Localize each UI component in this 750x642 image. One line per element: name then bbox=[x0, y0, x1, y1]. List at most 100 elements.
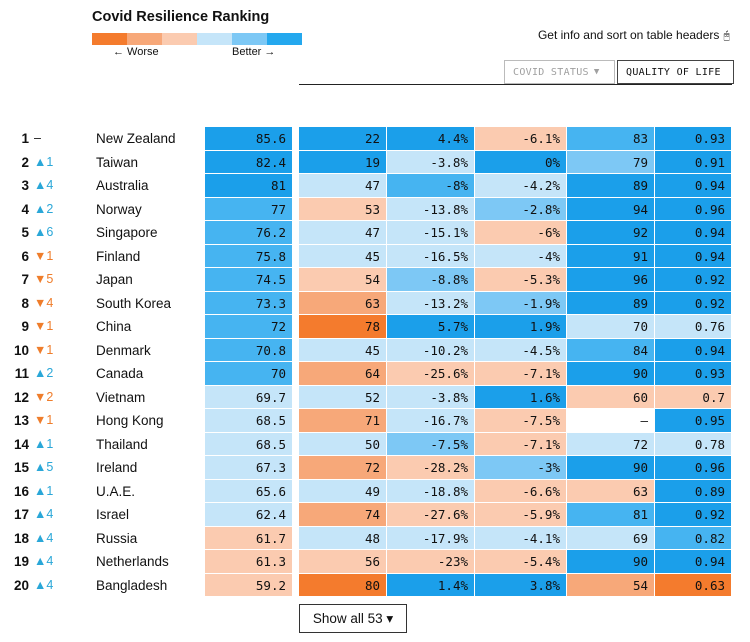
show-all-button[interactable]: Show all 53 ▾ bbox=[299, 604, 407, 633]
rank-number: 8 bbox=[21, 295, 29, 311]
rank-change: ▼5 bbox=[34, 272, 54, 286]
rank-number: 7 bbox=[21, 272, 29, 287]
table-cell: 0.94 bbox=[655, 550, 732, 574]
table-row: 1– New Zealand 85.6 22 4.4% -6.1% 83 0.93 bbox=[0, 127, 750, 151]
table-cell: 96 bbox=[567, 268, 655, 292]
rank-change: ▼1 bbox=[34, 248, 54, 263]
table-cell: -28.2% bbox=[387, 456, 475, 480]
table-cell: 74 bbox=[299, 503, 387, 527]
table-cell: 68.5 bbox=[205, 409, 293, 433]
table-cell: 54 bbox=[299, 268, 387, 292]
table-cell: -23% bbox=[387, 550, 475, 574]
table-cell: 64 bbox=[299, 362, 387, 386]
legend-worse-label: ← Worse bbox=[113, 46, 159, 58]
table-cell: -2.8% bbox=[475, 197, 567, 221]
table-cell: 78 bbox=[299, 315, 387, 339]
table-cell: -1.9% bbox=[475, 291, 567, 315]
country-name: Hong Kong bbox=[96, 413, 164, 428]
rank-change: – bbox=[34, 131, 41, 145]
rank-change: ▲6 bbox=[34, 225, 54, 239]
table-cell: 63 bbox=[567, 479, 655, 503]
country-name: Vietnam bbox=[96, 389, 146, 405]
table-cell: 1.4% bbox=[387, 573, 475, 597]
table-cell: 0.94 bbox=[655, 221, 732, 245]
table-cell: 0.96 bbox=[655, 197, 732, 221]
country-name: Netherlands bbox=[96, 554, 169, 569]
table-cell: 82.4 bbox=[205, 150, 293, 174]
rank-change: ▲1 bbox=[34, 436, 54, 451]
rank-change: ▼4 bbox=[34, 295, 54, 310]
rank-change: ▲4 bbox=[34, 577, 54, 592]
legend-better-label: Better → bbox=[232, 46, 276, 58]
table-cell: 92 bbox=[567, 221, 655, 245]
table-cell: 4.4% bbox=[387, 127, 475, 151]
country-name: U.A.E. bbox=[96, 483, 136, 499]
table-cell: -27.6% bbox=[387, 503, 475, 527]
table-cell: 0.7 bbox=[655, 385, 732, 409]
table-cell: 63 bbox=[299, 291, 387, 315]
country-name: New Zealand bbox=[96, 131, 176, 146]
country-name: Taiwan bbox=[96, 154, 139, 170]
table-cell: -5.9% bbox=[475, 503, 567, 527]
table-cell: 84 bbox=[567, 338, 655, 362]
table-cell: -13.8% bbox=[387, 197, 475, 221]
country-name: Bangladesh bbox=[96, 577, 168, 593]
country-name: Singapore bbox=[96, 225, 158, 240]
table-cell: -7.1% bbox=[475, 432, 567, 456]
table-row: 11 ▲2 Canada 70 64 -25.6% -7.1% 90 0.93 bbox=[0, 362, 750, 386]
table-row: 17 ▲4 Israel 62.4 74 -27.6% -5.9% 81 0.92 bbox=[0, 503, 750, 527]
rank-change: ▲5 bbox=[34, 460, 54, 474]
table-cell: 47 bbox=[299, 174, 387, 198]
tab-quality-of-life[interactable]: QUALITY OF LIFE bbox=[617, 60, 734, 84]
sort-info-text: Get info and sort on table headers bbox=[537, 28, 720, 42]
legend-swatch bbox=[267, 33, 302, 45]
table-cell: 83 bbox=[567, 127, 655, 151]
table-cell: 81 bbox=[567, 503, 655, 527]
rank-number: 17 bbox=[13, 507, 29, 522]
table-cell: 90 bbox=[567, 362, 655, 386]
table-cell: 73.3 bbox=[205, 291, 293, 315]
table-cell: 62.4 bbox=[205, 503, 293, 527]
table-cell: 72 bbox=[567, 432, 655, 456]
table-row: 19 ▲4 Netherlands 61.3 56 -23% -5.4% 90 0.94 bbox=[0, 550, 750, 574]
table-cell: 69 bbox=[567, 526, 655, 550]
tab-covid-status[interactable]: COVID STATUS ▼ bbox=[504, 60, 615, 84]
table-cell: -4% bbox=[475, 244, 567, 268]
table-row: 7 ▼5 Japan 74.5 54 -8.8% -5.3% 96 0.92 bbox=[0, 268, 750, 292]
rank-number: 11 bbox=[14, 366, 29, 381]
table-cell: -7.5% bbox=[475, 409, 567, 433]
table-cell: 47 bbox=[299, 221, 387, 245]
rank-number: 6 bbox=[21, 248, 29, 264]
rank-number: 12 bbox=[13, 389, 29, 405]
rank-number: 18 bbox=[13, 530, 29, 546]
table-row: 2 ▲1 Taiwan 82.4 19 -3.8% 0% 79 0.91 bbox=[0, 150, 750, 174]
rank-change: ▲4 bbox=[34, 530, 54, 545]
table-cell: 0.92 bbox=[655, 291, 732, 315]
rank-change: ▲4 bbox=[34, 507, 54, 521]
country-name: China bbox=[96, 319, 132, 334]
table-cell: 0% bbox=[475, 150, 567, 174]
rank-change: ▲2 bbox=[34, 366, 54, 380]
country-name: Denmark bbox=[96, 342, 151, 358]
table-cell: 61.3 bbox=[205, 550, 293, 574]
view-tabs: COVID STATUS ▼ QUALITY OF LIFE bbox=[504, 60, 734, 84]
table-cell: 5.7% bbox=[387, 315, 475, 339]
rank-change: ▼1 bbox=[34, 342, 54, 357]
table-cell: 0.94 bbox=[655, 174, 732, 198]
table-cell: 45 bbox=[299, 244, 387, 268]
rank-change: ▲2 bbox=[34, 201, 54, 216]
rank-change: ▼1 bbox=[34, 413, 54, 427]
table-cell: -18.8% bbox=[387, 479, 475, 503]
rank-number: 16 bbox=[13, 483, 29, 499]
table-row: 14 ▲1 Thailand 68.5 50 -7.5% -7.1% 72 0.78 bbox=[0, 432, 750, 456]
table-cell: -3.8% bbox=[387, 385, 475, 409]
legend-swatch bbox=[232, 33, 267, 45]
table-cell: 0.93 bbox=[655, 362, 732, 386]
table-cell: 0.78 bbox=[655, 432, 732, 456]
table-cell: -6.1% bbox=[475, 127, 567, 151]
header-divider bbox=[299, 84, 732, 85]
table-cell: -7.1% bbox=[475, 362, 567, 386]
legend-swatch bbox=[92, 33, 127, 45]
table-cell: -5.3% bbox=[475, 268, 567, 292]
caret-down-icon: ▾ bbox=[386, 610, 394, 626]
